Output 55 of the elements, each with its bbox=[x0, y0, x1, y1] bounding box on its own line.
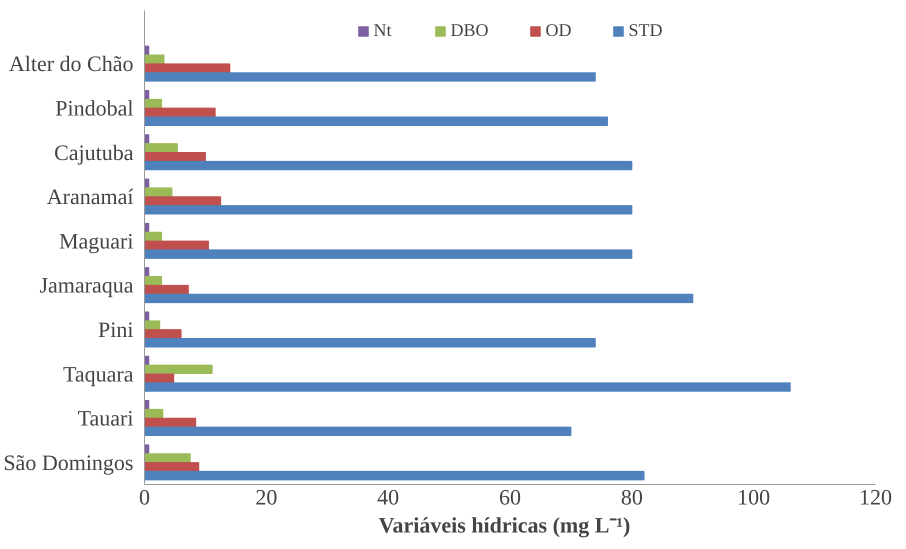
bar bbox=[144, 205, 632, 215]
y-tick-label: Tauari bbox=[78, 406, 134, 431]
x-tick-label: 80 bbox=[620, 484, 643, 510]
bar bbox=[144, 408, 164, 418]
x-tick-label: 40 bbox=[377, 484, 400, 510]
bar bbox=[144, 116, 608, 126]
y-tick-label: Pini bbox=[98, 316, 134, 342]
bar bbox=[144, 249, 632, 259]
bar bbox=[144, 143, 178, 153]
x-tick-label: 20 bbox=[255, 484, 278, 510]
y-tick-label: Alter do Chão bbox=[8, 51, 134, 76]
bar bbox=[144, 294, 694, 304]
bar bbox=[144, 72, 596, 82]
legend-label: DBO bbox=[450, 20, 488, 41]
y-tick-label: Pindobal bbox=[55, 95, 134, 120]
bar bbox=[144, 338, 596, 348]
legend-label: OD bbox=[546, 20, 572, 41]
bar bbox=[144, 232, 162, 242]
bar bbox=[144, 364, 213, 374]
x-tick-label: 0 bbox=[139, 484, 150, 510]
bar bbox=[144, 426, 572, 436]
bar bbox=[144, 178, 150, 188]
bar bbox=[144, 311, 150, 321]
y-tick-label: Taquara bbox=[62, 361, 134, 386]
bar bbox=[144, 90, 150, 100]
y-tick-label: São Domingos bbox=[3, 450, 134, 475]
bar bbox=[144, 187, 172, 197]
x-axis-title: Variáveis hídricas (mg L⁻¹) bbox=[378, 512, 630, 538]
bar bbox=[144, 329, 182, 339]
legend-label: STD bbox=[628, 20, 663, 41]
bar bbox=[144, 196, 222, 206]
y-tick-label: Maguari bbox=[58, 228, 134, 254]
bar bbox=[144, 152, 206, 162]
bar bbox=[144, 160, 632, 170]
legend-label: Nt bbox=[373, 20, 392, 41]
bar bbox=[144, 462, 200, 472]
bar bbox=[144, 46, 150, 56]
x-tick-label: 100 bbox=[737, 484, 770, 510]
bar bbox=[144, 470, 645, 480]
bar bbox=[144, 267, 150, 277]
y-tick-label: Cajutuba bbox=[54, 140, 134, 165]
bar bbox=[144, 400, 150, 410]
y-tick-label: Aranamaí bbox=[46, 184, 134, 210]
bar bbox=[144, 54, 164, 64]
bar bbox=[144, 453, 191, 463]
y-tick-label: Jamaraqua bbox=[39, 272, 134, 298]
x-tick-label: 120 bbox=[859, 484, 892, 510]
bar bbox=[144, 284, 189, 294]
bar bbox=[144, 108, 216, 118]
bar bbox=[144, 276, 162, 286]
bar bbox=[144, 382, 791, 392]
bar bbox=[144, 373, 174, 383]
bar bbox=[144, 63, 230, 73]
x-tick-label: 60 bbox=[499, 484, 521, 510]
bar bbox=[144, 240, 209, 250]
